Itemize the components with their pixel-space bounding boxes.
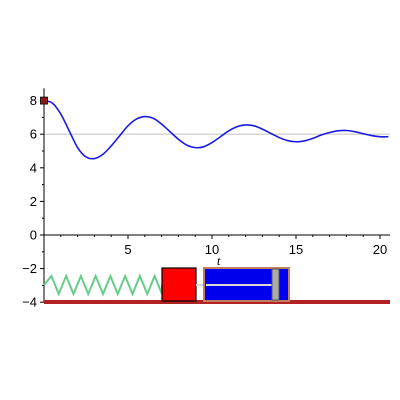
x-tick-label: 20 [373, 242, 387, 257]
damper-piston [271, 268, 280, 301]
mass-block [161, 267, 197, 302]
axes [40, 88, 390, 303]
x-tick-label: 5 [124, 242, 131, 257]
spring-damper-animation [43, 267, 390, 304]
x-tick-label: 10 [205, 242, 219, 257]
y-tick-label: 2 [30, 194, 37, 209]
x-tick-label: 15 [289, 242, 303, 257]
series-layer [40, 96, 389, 160]
y-tick-label: −4 [22, 295, 37, 310]
y-tick-label: 4 [30, 160, 37, 175]
y-tick-label: −2 [22, 261, 37, 276]
y-tick-label: 0 [30, 228, 37, 243]
series-line [43, 99, 389, 160]
start-marker [40, 96, 48, 105]
x-axis-label: t [217, 253, 221, 268]
spring [43, 273, 163, 297]
y-tick-label: 8 [30, 93, 37, 108]
y-tick-label: 6 [30, 127, 37, 142]
